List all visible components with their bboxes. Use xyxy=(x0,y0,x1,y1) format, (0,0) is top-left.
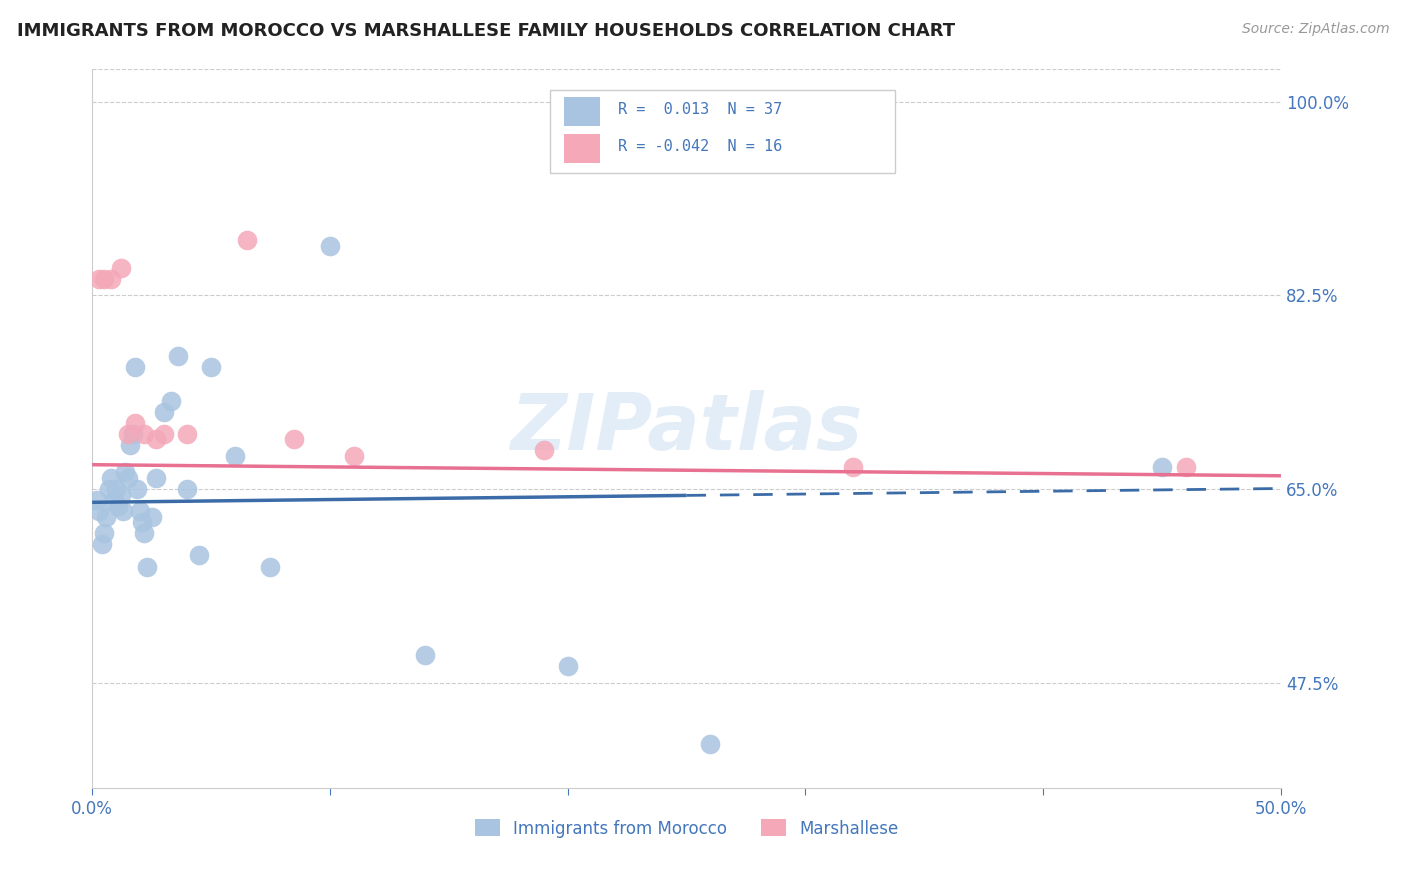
Point xyxy=(235,233,257,247)
Text: R = -0.042  N = 16: R = -0.042 N = 16 xyxy=(617,139,782,153)
Text: IMMIGRANTS FROM MOROCCO VS MARSHALLESE FAMILY HOUSEHOLDS CORRELATION CHART: IMMIGRANTS FROM MOROCCO VS MARSHALLESE F… xyxy=(17,22,955,40)
Point xyxy=(89,272,111,286)
Text: Source: ZipAtlas.com: Source: ZipAtlas.com xyxy=(1241,22,1389,37)
Point xyxy=(86,493,108,508)
Point xyxy=(413,648,436,662)
Point xyxy=(152,404,174,418)
Point xyxy=(100,471,122,485)
Point xyxy=(100,272,122,286)
Point xyxy=(343,449,366,463)
Point xyxy=(96,509,118,524)
Point xyxy=(200,360,222,375)
Point xyxy=(283,432,305,446)
Text: ZIPatlas: ZIPatlas xyxy=(510,390,863,467)
Point xyxy=(127,482,149,496)
Point xyxy=(699,737,721,751)
Point xyxy=(117,471,139,485)
Point xyxy=(107,499,129,513)
Point xyxy=(1152,459,1174,474)
Point xyxy=(104,482,127,496)
Point xyxy=(176,426,198,441)
Point xyxy=(121,426,143,441)
Point xyxy=(145,471,167,485)
Point xyxy=(842,459,865,474)
Point xyxy=(97,482,120,496)
Point xyxy=(117,426,139,441)
Bar xyxy=(564,97,600,126)
Legend: Immigrants from Morocco, Marshallese: Immigrants from Morocco, Marshallese xyxy=(468,813,905,844)
Point xyxy=(141,509,163,524)
Point xyxy=(176,482,198,496)
Point xyxy=(319,238,342,252)
Point xyxy=(166,349,188,363)
Point xyxy=(131,515,153,529)
Point xyxy=(114,466,136,480)
Point xyxy=(124,360,146,375)
Point xyxy=(134,526,156,541)
Point xyxy=(188,549,211,563)
FancyBboxPatch shape xyxy=(550,90,894,173)
Point xyxy=(135,559,157,574)
Point xyxy=(120,438,142,452)
Point xyxy=(152,426,174,441)
Point xyxy=(93,272,115,286)
Point xyxy=(89,504,111,518)
Point xyxy=(112,504,135,518)
Point xyxy=(103,493,125,508)
Point xyxy=(128,504,150,518)
Point xyxy=(134,426,156,441)
Point xyxy=(145,432,167,446)
Point xyxy=(159,393,181,408)
Point xyxy=(110,487,132,501)
Point xyxy=(93,526,115,541)
Point xyxy=(90,537,112,551)
Text: R =  0.013  N = 37: R = 0.013 N = 37 xyxy=(617,102,782,117)
Point xyxy=(110,260,132,275)
Point xyxy=(124,416,146,430)
Point xyxy=(259,559,281,574)
Point xyxy=(224,449,246,463)
Point xyxy=(1174,459,1197,474)
Point xyxy=(533,443,555,458)
Bar xyxy=(564,134,600,163)
Point xyxy=(557,659,579,673)
